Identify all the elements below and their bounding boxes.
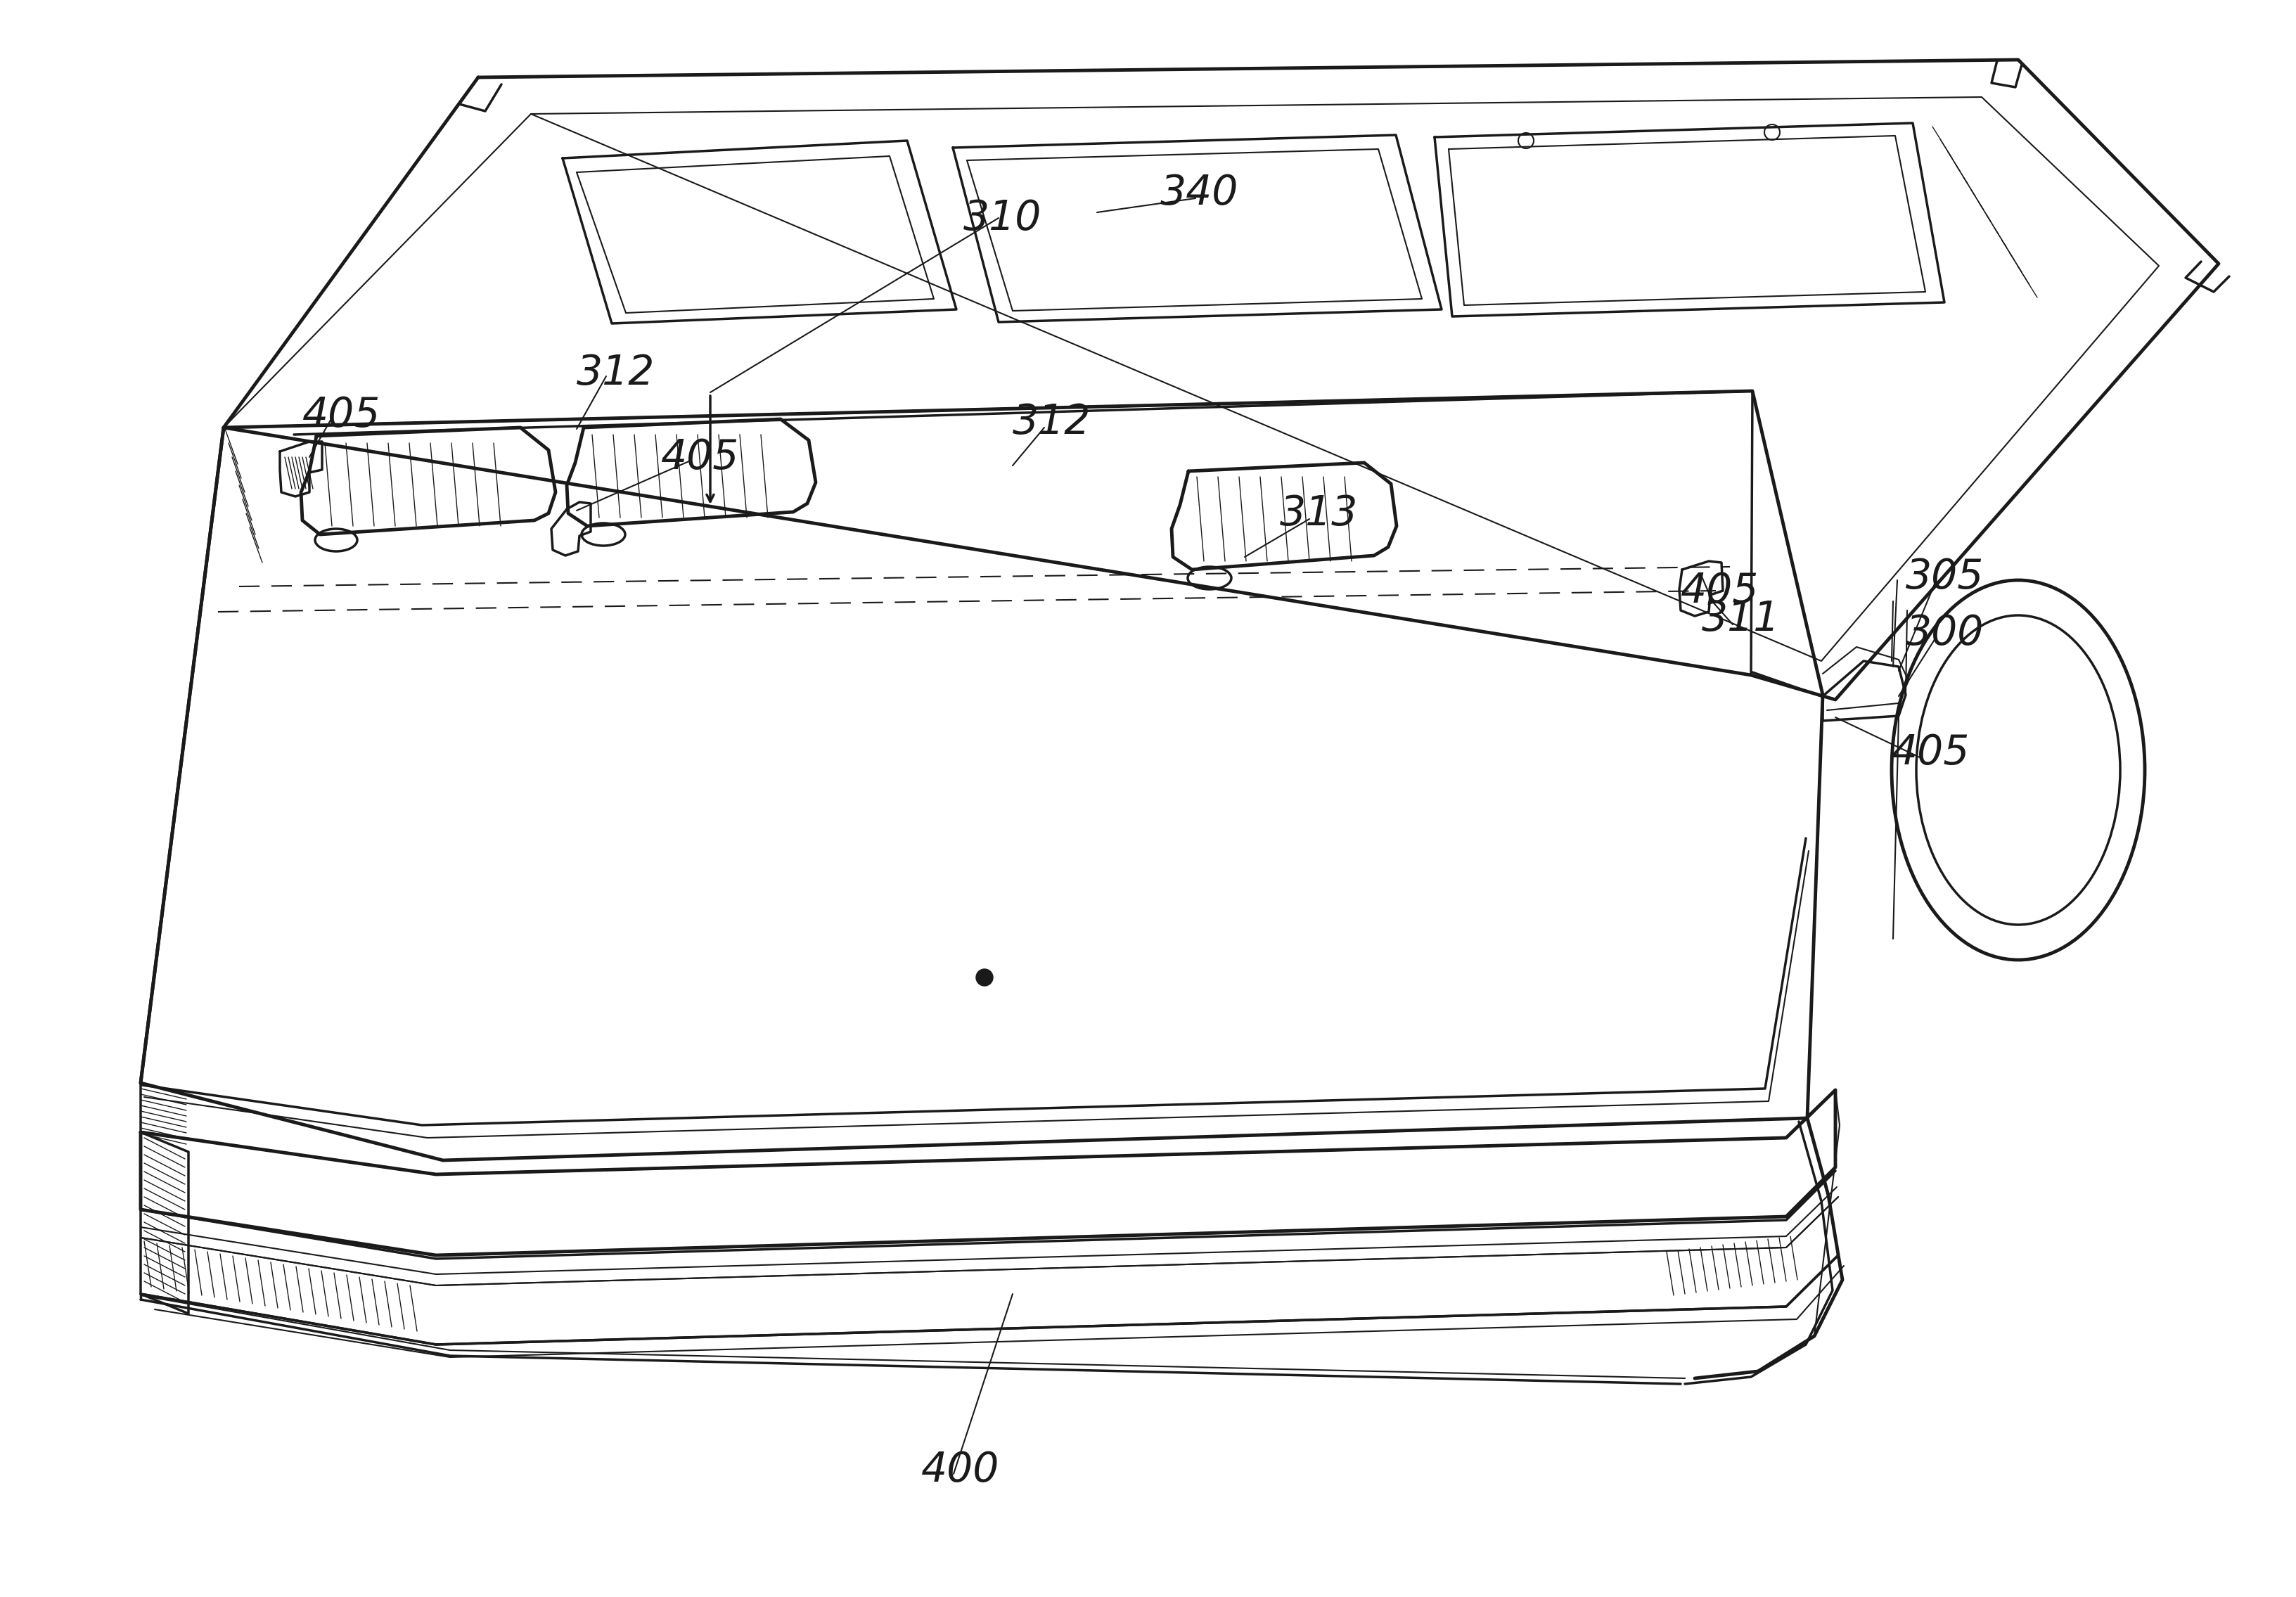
Text: 405: 405: [1681, 570, 1759, 610]
Text: 300: 300: [1906, 613, 1984, 653]
Text: 405: 405: [303, 394, 381, 434]
Text: 405: 405: [1892, 733, 1970, 773]
Text: 313: 313: [1279, 493, 1359, 533]
Text: 312: 312: [576, 353, 654, 393]
Text: 400: 400: [921, 1450, 999, 1490]
Circle shape: [976, 969, 992, 985]
Text: 405: 405: [661, 438, 739, 478]
Text: 310: 310: [964, 198, 1042, 238]
Text: 311: 311: [1701, 599, 1779, 639]
Text: 340: 340: [1159, 174, 1238, 214]
Text: 312: 312: [1013, 402, 1091, 442]
Text: 305: 305: [1906, 557, 1984, 597]
